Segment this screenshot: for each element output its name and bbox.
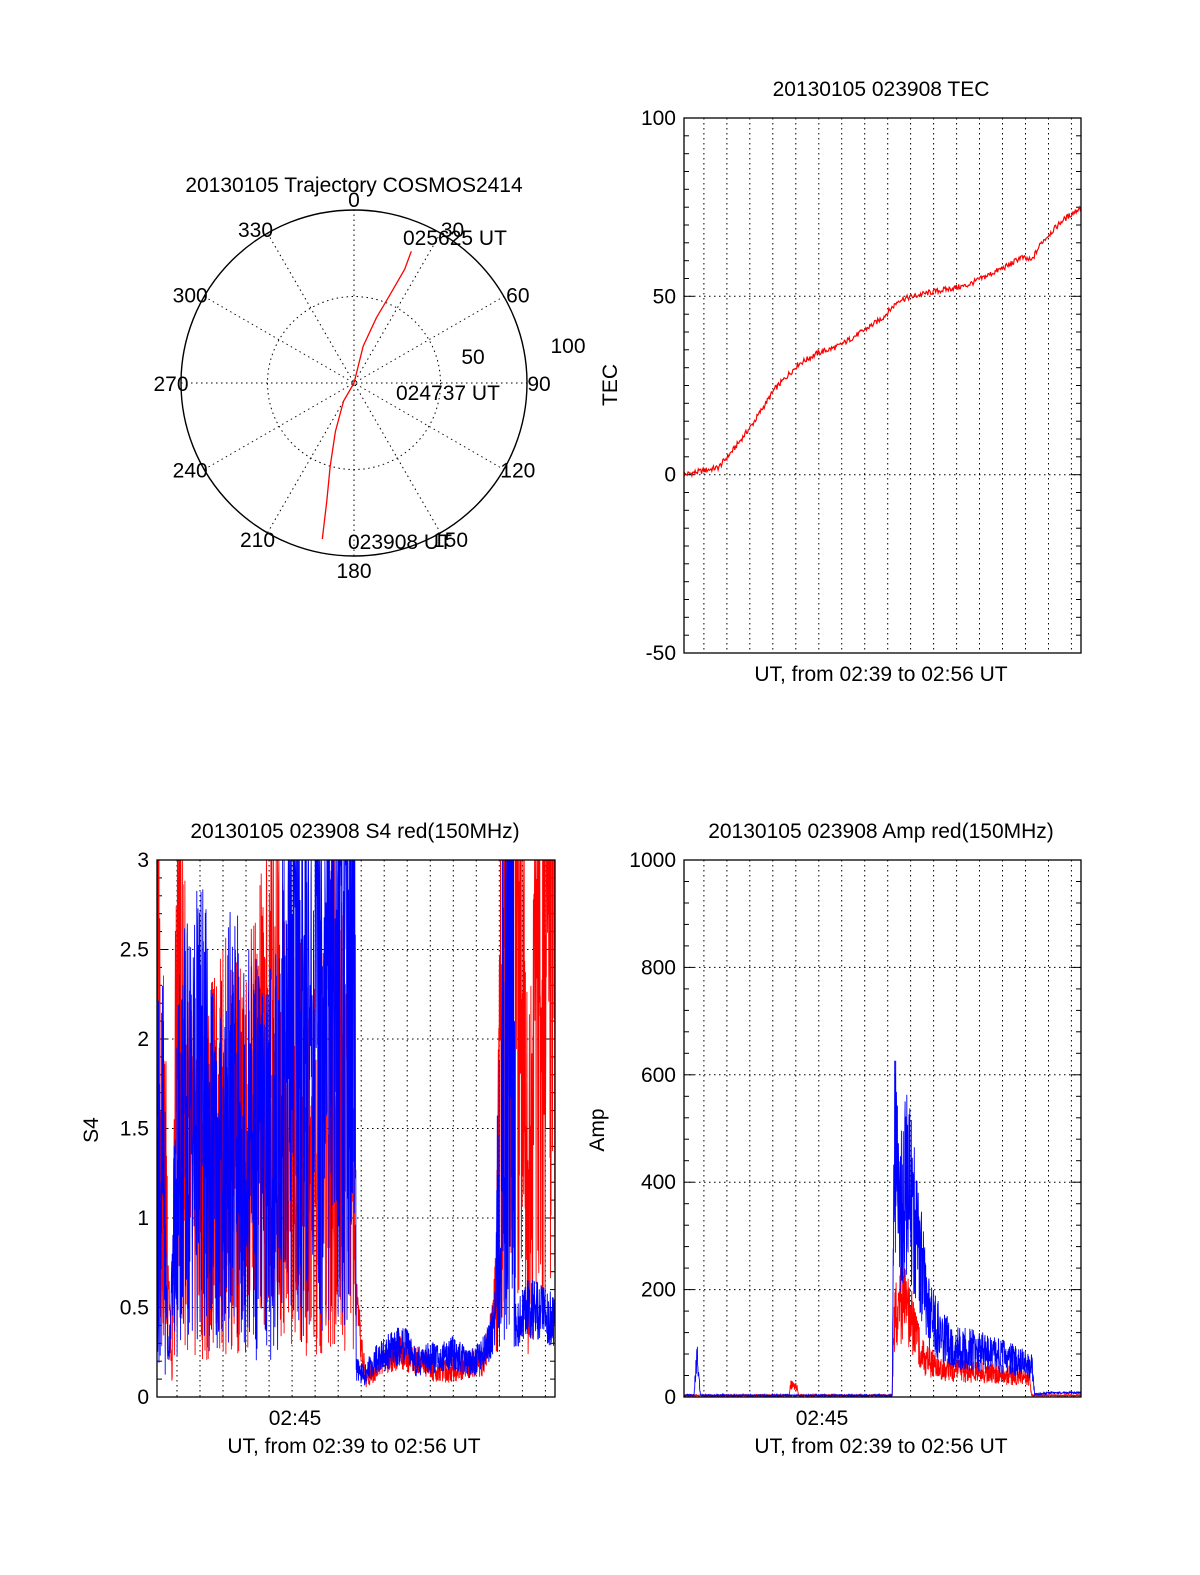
amp-ytick-label: 0 [664,1386,676,1409]
s4-ylabel: S4 [80,1117,103,1143]
polar-angle-label-270: 270 [153,373,188,396]
amp-y-tick-labels: 0 200 400 600 800 1000 [629,849,676,1409]
s4-ytick-label: 2.5 [120,939,149,962]
tec-y-tick-labels: -50 0 50 100 [641,107,676,665]
tec-ylabel: TEC [599,364,622,406]
amp-ytick-label: 200 [641,1279,676,1302]
tec-series-0-line [683,205,1082,479]
s4-ytick-label: 2 [137,1028,149,1051]
s4-panel: 20130105 023908 S4 red(150MHz) 0 0.5 1 1.5 2… [80,820,556,1458]
s4-series [156,859,556,1388]
polar-angle-label-0: 0 [348,189,360,212]
s4-ytick-label: 1.5 [120,1118,149,1141]
amp-xlabel: UT, from 02:39 to 02:56 UT [754,1435,1007,1458]
polar-annotation-mid: 024737 UT [396,382,500,405]
amp-frame [683,859,1082,1398]
amp-title: 20130105 023908 Amp red(150MHz) [708,820,1054,843]
s4-y-tick-labels: 0 0.5 1 1.5 2 2.5 3 [120,849,149,1409]
tec-series [683,205,1082,479]
amp-series [683,1060,1082,1398]
polar-radius-label-50: 50 [461,346,484,369]
amp-ytick-label: 800 [641,956,676,979]
amp-ytick-label: 1000 [629,849,676,872]
tec-panel: 20130105 023908 TEC -50 0 50 100 UT, from 0… [599,78,1082,686]
polar-annotation-end: 025625 UT [403,227,507,250]
polar-grid [180,209,528,557]
amp-ytick-label: 600 [641,1064,676,1087]
tec-title: 20130105 023908 TEC [773,78,990,101]
polar-radius-label-100: 100 [550,335,585,358]
s4-ytick-label: 0.5 [120,1297,149,1320]
polar-angle-label-180: 180 [336,560,371,583]
polar-trajectory-panel: 20130105 Trajectory COSMOS2414 0 30 60 90 12… [153,174,585,583]
polar-angle-label-120: 120 [500,460,535,483]
polar-angle-labels: 0 30 60 90 120 150 180 210 240 270 300 330 [153,189,550,583]
tec-frame [683,117,1082,654]
amp-series-0-line [683,1267,1082,1398]
s4-xlabel: UT, from 02:39 to 02:56 UT [227,1435,480,1458]
s4-frame [156,859,556,1398]
polar-angle-label-300: 300 [173,285,208,308]
s4-ytick-label: 0 [137,1386,149,1409]
amp-panel: 20130105 023908 Amp red(150MHz) 0 200 400 6… [586,820,1082,1458]
tec-grid [684,117,1081,654]
s4-xtick-label: 02:45 [269,1407,322,1430]
s4-title: 20130105 023908 S4 red(150MHz) [190,820,519,843]
polar-title: 20130105 Trajectory COSMOS2414 [185,174,523,197]
polar-trajectory-line [321,251,412,540]
polar-angle-label-60: 60 [506,285,529,308]
s4-series-1-line [156,859,556,1386]
polar-angle-label-150: 150 [433,529,468,552]
tec-ytick-label: -50 [646,642,676,665]
polar-angle-label-330: 330 [238,219,273,242]
tec-ytick-label: 100 [641,107,676,130]
amp-ytick-label: 400 [641,1171,676,1194]
s4-ytick-label: 1 [137,1207,149,1230]
polar-angle-label-240: 240 [173,460,208,483]
polar-angle-label-90: 90 [527,373,550,396]
s4-ytick-label: 3 [137,849,149,872]
tec-xlabel: UT, from 02:39 to 02:56 UT [754,663,1007,686]
amp-grid [684,859,1081,1398]
polar-annotation-start: 023908 UT [348,531,452,554]
tec-ytick-label: 50 [653,285,676,308]
amp-series-1-line [683,1060,1082,1398]
tec-ytick-label: 0 [664,464,676,487]
polar-angle-label-210: 210 [240,529,275,552]
amp-ylabel: Amp [586,1108,609,1151]
polar-angle-label-30: 30 [441,219,464,242]
amp-xtick-label: 02:45 [796,1407,849,1430]
